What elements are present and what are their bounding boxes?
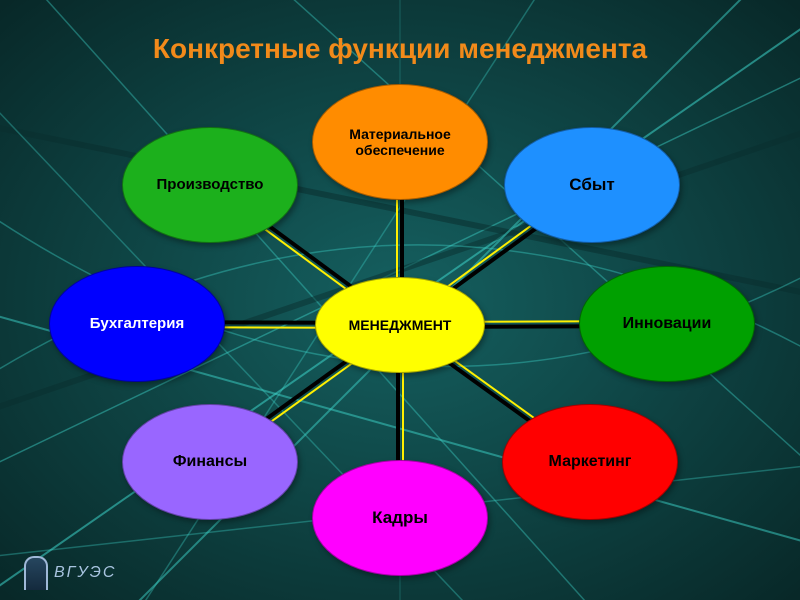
outer-node-innov: Инновации <box>579 266 755 382</box>
outer-node-kadry: Кадры <box>312 460 488 576</box>
logo-text: ВГУЭС <box>54 564 116 582</box>
outer-node-label: Бухгалтерия <box>90 315 184 332</box>
outer-node-label: Производство <box>157 176 264 193</box>
outer-node-label: Сбыт <box>569 175 614 195</box>
outer-node-finansy: Финансы <box>122 404 298 520</box>
outer-node-sbyt: Сбыт <box>504 127 680 243</box>
footer-logo: ВГУЭС <box>24 556 116 590</box>
outer-node-label: Кадры <box>372 508 428 528</box>
outer-node-label: Маркетинг <box>549 453 632 471</box>
outer-node-buh: Бухгалтерия <box>49 266 225 382</box>
logo-arch-icon <box>24 556 48 590</box>
outer-node-label: Материальное обеспечение <box>319 126 481 158</box>
outer-node-label: Финансы <box>173 453 247 471</box>
outer-node-material: Материальное обеспечение <box>312 84 488 200</box>
page-title: Конкретные функции менеджмента <box>0 33 800 65</box>
center-node-label: МЕНЕДЖМЕНТ <box>349 317 452 333</box>
outer-node-label: Инновации <box>623 315 712 333</box>
center-node: МЕНЕДЖМЕНТ <box>315 277 485 373</box>
outer-node-marketing: Маркетинг <box>502 404 678 520</box>
outer-node-proizv: Производство <box>122 127 298 243</box>
